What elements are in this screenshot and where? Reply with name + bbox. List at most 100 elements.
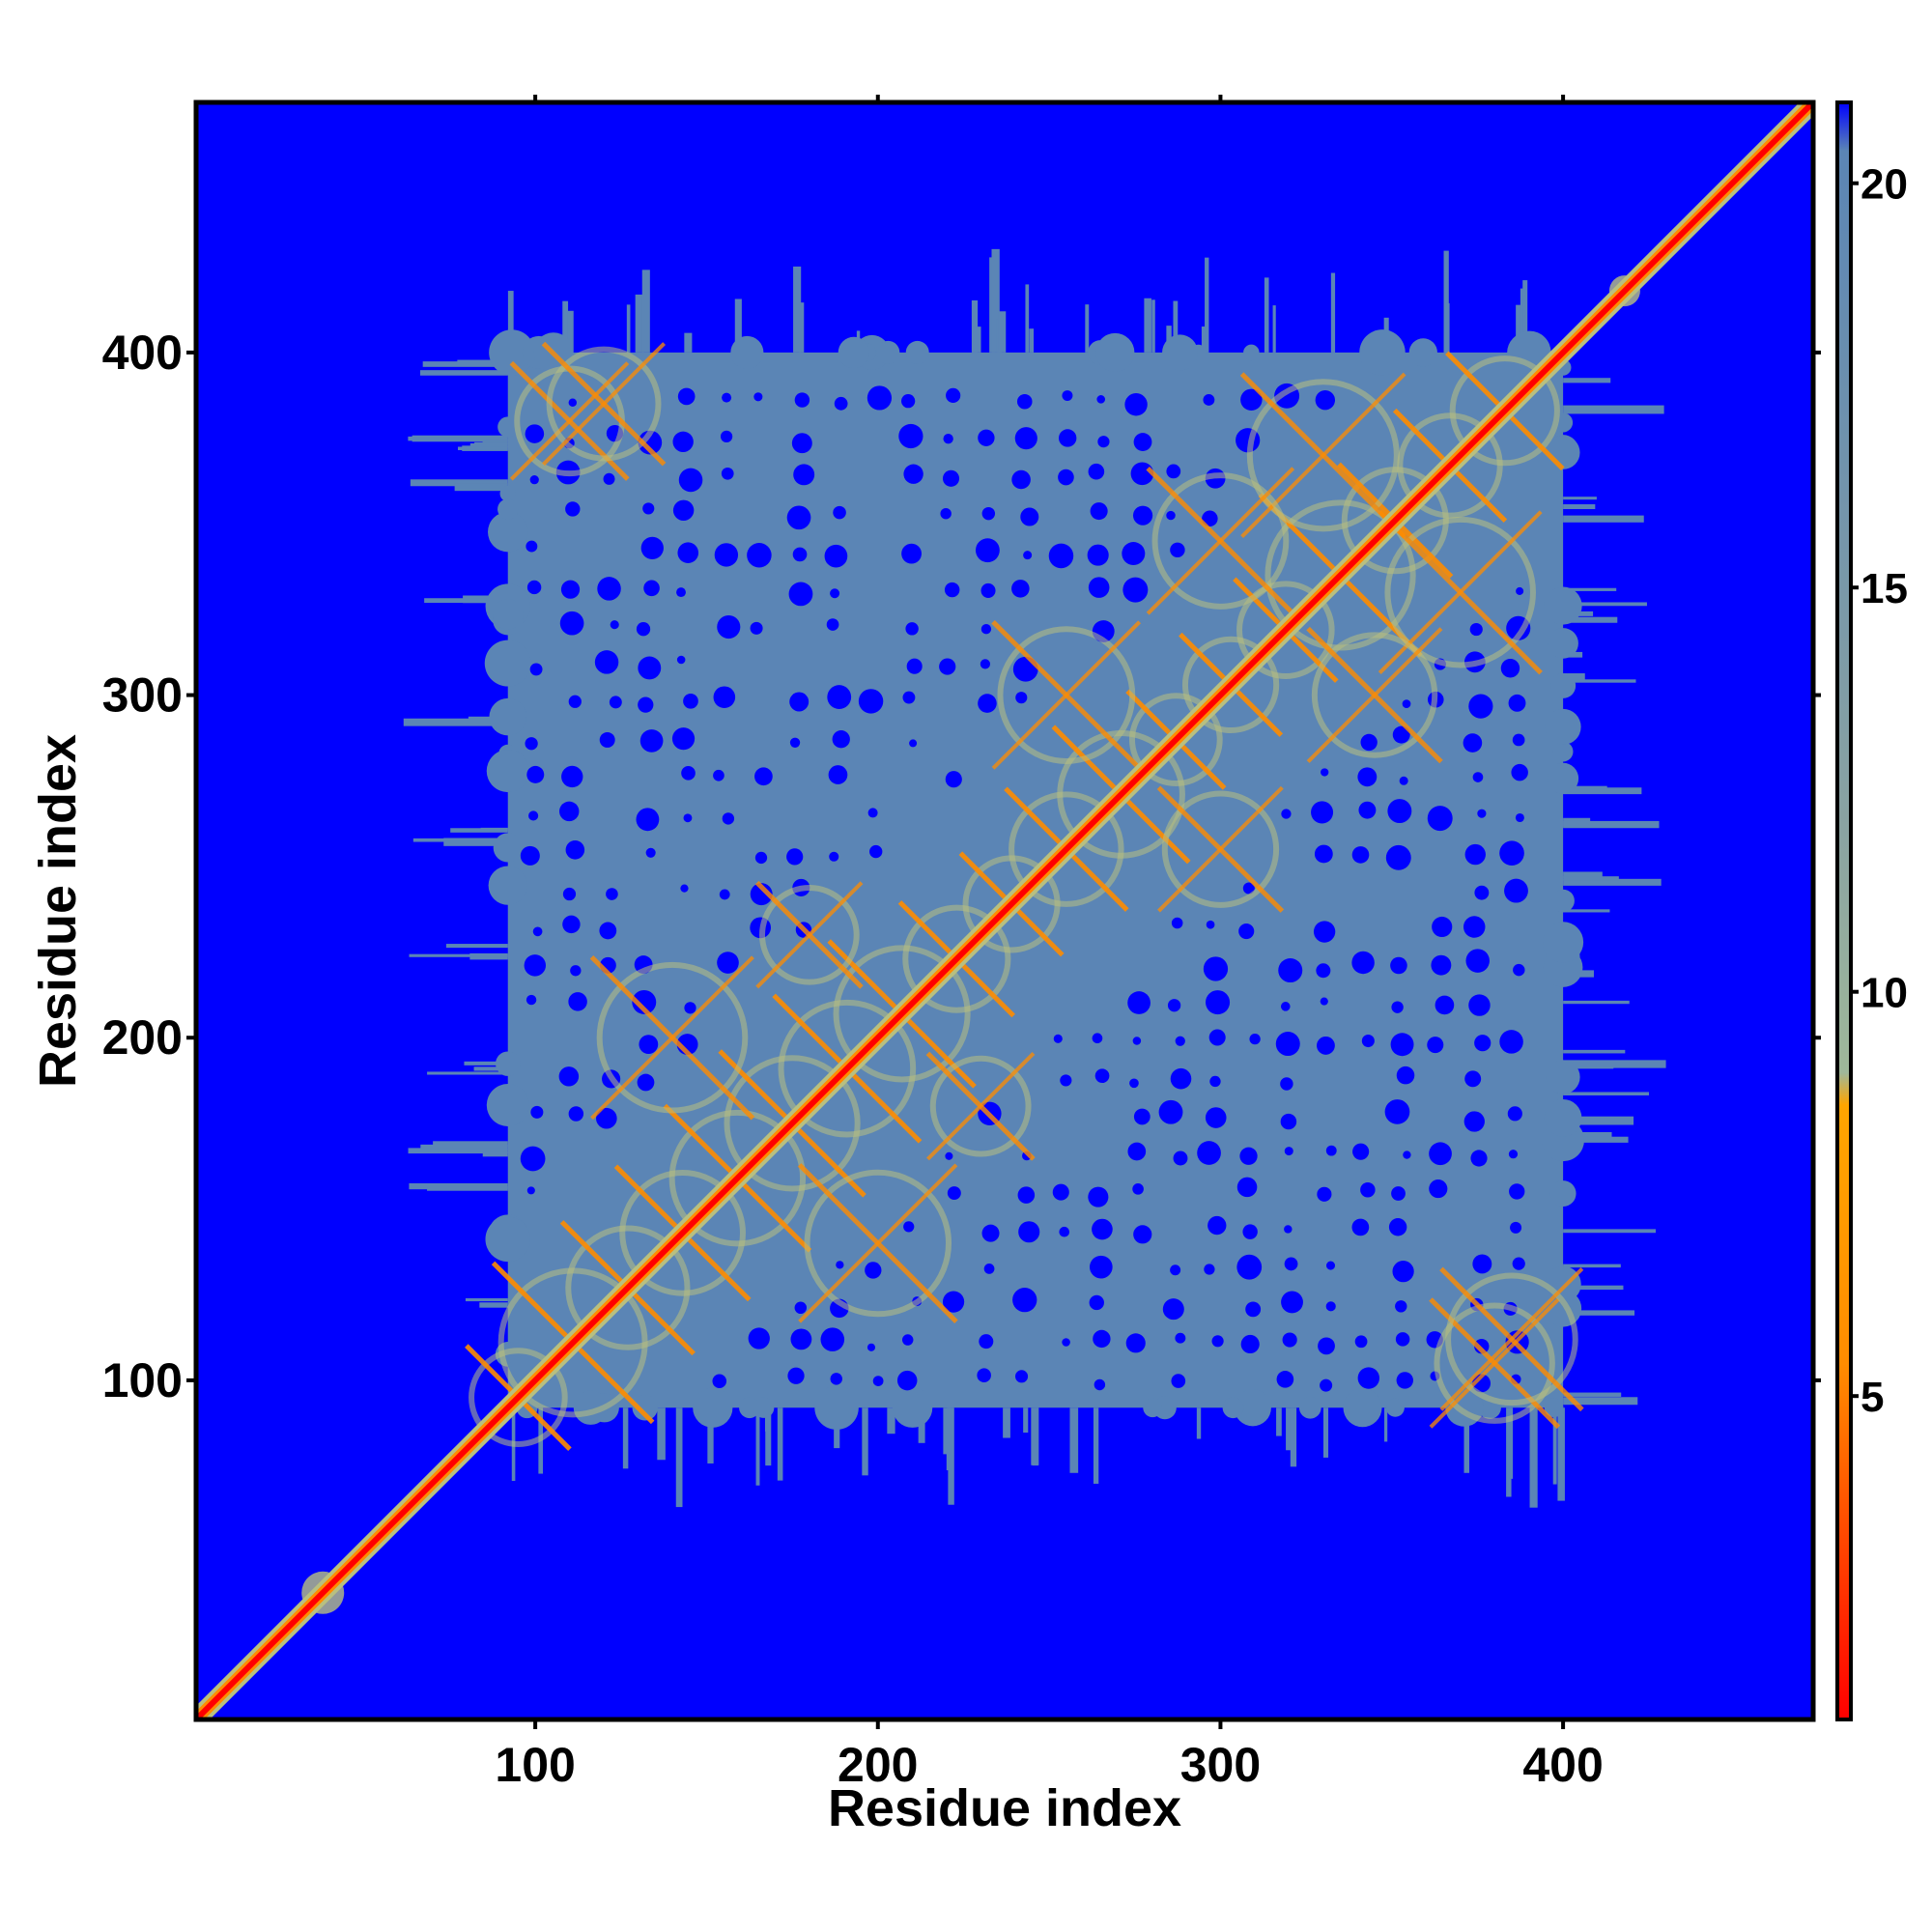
hole xyxy=(830,588,840,599)
hole xyxy=(1395,1300,1407,1313)
hole xyxy=(898,423,923,449)
hole xyxy=(722,392,732,403)
hole xyxy=(1315,389,1336,411)
hole xyxy=(684,1002,696,1014)
hole xyxy=(1508,694,1526,712)
contact-strand xyxy=(926,1052,1036,1161)
hole xyxy=(1361,1035,1375,1048)
hole xyxy=(1391,1186,1406,1201)
contact-halo xyxy=(1434,1302,1555,1424)
edge-bump xyxy=(486,1084,529,1126)
hole xyxy=(1197,1141,1221,1165)
hole xyxy=(896,1370,918,1391)
hole xyxy=(720,430,733,442)
hole xyxy=(906,658,923,674)
fringe-streak xyxy=(479,1302,508,1308)
hole xyxy=(981,506,996,521)
hole xyxy=(606,888,618,900)
hole xyxy=(979,1334,994,1350)
fringe-streak xyxy=(1563,616,1618,623)
hole xyxy=(599,922,617,940)
edge-bump xyxy=(489,697,527,736)
hole xyxy=(1351,951,1375,975)
contact-halo xyxy=(997,626,1136,764)
hole xyxy=(865,1262,882,1279)
hole xyxy=(1133,433,1152,451)
hole xyxy=(1281,1291,1303,1314)
hole xyxy=(561,765,583,788)
hole xyxy=(939,658,956,675)
fringe-streak xyxy=(1563,1061,1614,1069)
hole xyxy=(1311,801,1334,824)
hole xyxy=(1206,920,1215,929)
hole xyxy=(1358,801,1377,819)
hole xyxy=(559,611,584,636)
hole xyxy=(1062,1338,1070,1347)
y-axis: 100 200 300 400 xyxy=(102,326,1821,1407)
hole xyxy=(1170,1264,1181,1276)
fringe-streak xyxy=(1563,1392,1622,1397)
edge-bump xyxy=(1552,741,1574,762)
hole xyxy=(1316,963,1331,979)
edge-bump xyxy=(1544,1398,1564,1418)
edge-bump xyxy=(1548,628,1578,659)
hole xyxy=(1351,1218,1370,1236)
fringe-streak xyxy=(626,304,631,353)
fringe-streak xyxy=(458,446,508,451)
hole xyxy=(1360,1181,1376,1198)
x-tick-label: 200 xyxy=(838,1738,918,1792)
hole xyxy=(714,543,739,567)
hole xyxy=(1236,1177,1258,1198)
hole xyxy=(836,1261,844,1269)
hole xyxy=(568,398,578,407)
fringe-streak xyxy=(1023,1407,1029,1434)
colorbar: 5 10 15 20 xyxy=(1835,100,1908,1721)
contact-strand xyxy=(755,881,864,989)
fringe-streak xyxy=(622,1407,629,1469)
x-axis-title: Residue index xyxy=(828,1779,1181,1837)
fringe-streak xyxy=(1563,871,1603,879)
fringe-streak xyxy=(567,310,574,353)
hole xyxy=(1391,1001,1404,1013)
hole xyxy=(1011,580,1030,598)
edge-bump xyxy=(499,485,516,502)
hole xyxy=(1318,1337,1335,1355)
hole xyxy=(1320,997,1328,1006)
hole xyxy=(1317,1036,1335,1055)
hole xyxy=(1092,1033,1103,1044)
contact-halo xyxy=(565,1225,691,1350)
diagonal-line xyxy=(196,102,1813,1719)
hole xyxy=(599,731,615,748)
edge-bump xyxy=(496,1051,521,1076)
hole xyxy=(903,464,923,484)
hole xyxy=(833,505,846,520)
hole xyxy=(747,543,772,568)
hole xyxy=(1516,586,1524,595)
hole xyxy=(977,1368,991,1382)
hole xyxy=(638,656,662,680)
fringe-streak xyxy=(408,436,508,441)
diagonal-layer xyxy=(196,102,1813,1719)
fringe-streak xyxy=(734,298,742,353)
hole xyxy=(717,614,741,639)
fringe-streak xyxy=(1093,1407,1099,1484)
hole xyxy=(713,769,724,781)
fringe-streak xyxy=(1563,1136,1629,1143)
fringe-streak xyxy=(473,1066,508,1071)
hole xyxy=(1468,994,1491,1016)
contact-strand xyxy=(1429,1297,1560,1429)
hole xyxy=(559,801,580,822)
hole xyxy=(532,926,543,937)
edge-bump xyxy=(1544,1098,1582,1137)
hole xyxy=(570,965,582,977)
contact-halo xyxy=(1181,636,1280,734)
hole xyxy=(1094,1378,1106,1391)
hole xyxy=(1390,956,1407,975)
hole xyxy=(1203,956,1229,981)
hole xyxy=(1515,812,1524,823)
hole xyxy=(940,507,952,520)
hole xyxy=(1206,990,1231,1015)
fringe-streak xyxy=(1563,1060,1666,1068)
hole xyxy=(750,621,763,635)
